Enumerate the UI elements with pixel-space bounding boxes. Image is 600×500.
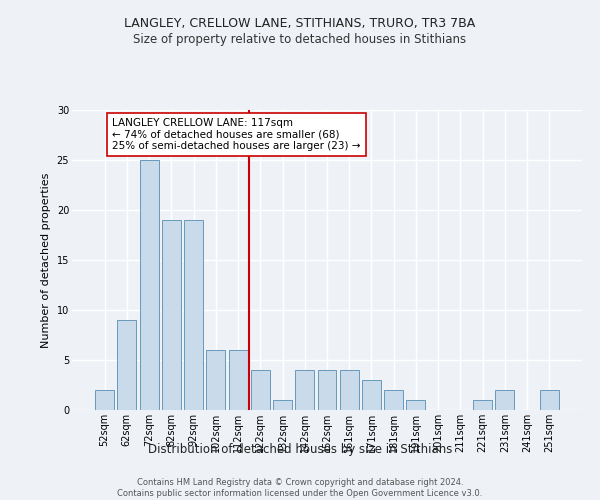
Bar [95, 390, 114, 410]
Bar [540, 390, 559, 410]
Text: Contains HM Land Registry data © Crown copyright and database right 2024.
Contai: Contains HM Land Registry data © Crown c… [118, 478, 482, 498]
Text: LANGLEY, CRELLOW LANE, STITHIANS, TRURO, TR3 7BA: LANGLEY, CRELLOW LANE, STITHIANS, TRURO,… [124, 18, 476, 30]
Bar [362, 380, 381, 410]
Bar [406, 400, 425, 410]
Bar [162, 220, 181, 410]
Bar [317, 370, 337, 410]
Bar [206, 350, 225, 410]
Text: Distribution of detached houses by size in Stithians: Distribution of detached houses by size … [148, 442, 452, 456]
Bar [273, 400, 292, 410]
Y-axis label: Number of detached properties: Number of detached properties [41, 172, 51, 348]
Bar [140, 160, 158, 410]
Bar [384, 390, 403, 410]
Bar [496, 390, 514, 410]
Bar [251, 370, 270, 410]
Text: Size of property relative to detached houses in Stithians: Size of property relative to detached ho… [133, 32, 467, 46]
Text: LANGLEY CRELLOW LANE: 117sqm
← 74% of detached houses are smaller (68)
25% of se: LANGLEY CRELLOW LANE: 117sqm ← 74% of de… [112, 118, 361, 151]
Bar [340, 370, 359, 410]
Bar [184, 220, 203, 410]
Bar [229, 350, 248, 410]
Bar [295, 370, 314, 410]
Bar [118, 320, 136, 410]
Bar [473, 400, 492, 410]
